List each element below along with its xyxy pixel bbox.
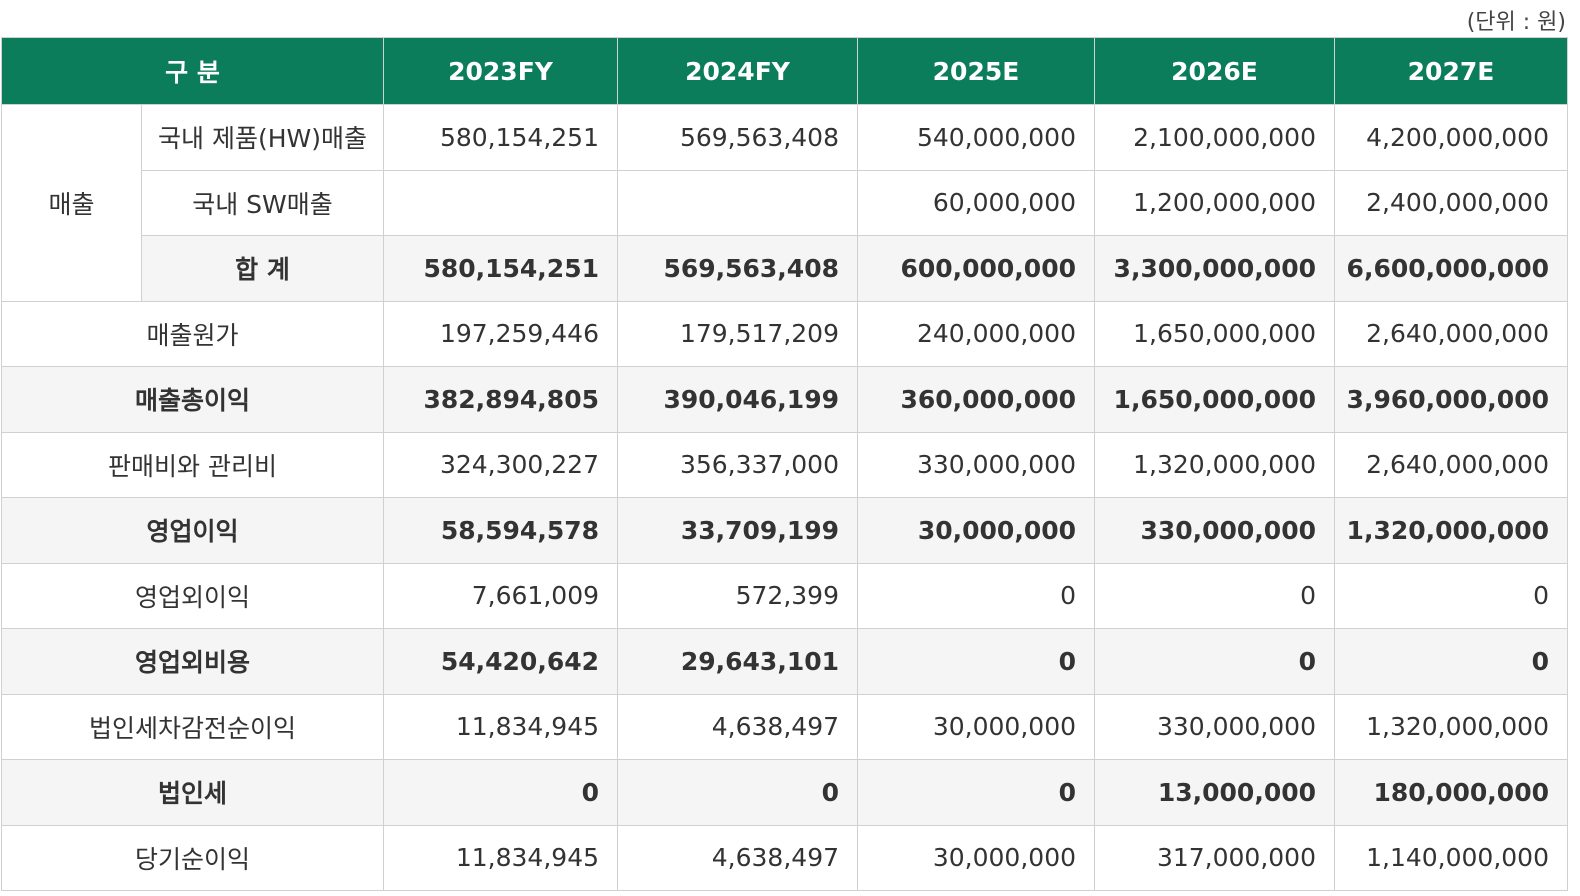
row-label: 법인세 (1, 759, 384, 826)
table-row: 영업이익 58,594,578 33,709,199 30,000,000 330,00… (1, 497, 1568, 564)
value-cell: 13,000,000 (1094, 759, 1335, 826)
value-cell: 0 (857, 562, 1095, 629)
value-cell: 2,400,000,000 (1334, 169, 1568, 236)
value-cell: 33,709,199 (617, 497, 858, 564)
value-cell: 569,563,408 (617, 104, 858, 171)
table-row: 합 계 580,154,251 569,563,408 600,000,000 3,30… (2, 235, 1568, 302)
value-cell: 572,399 (617, 562, 858, 629)
table-row: 매출 국내 제품(HW)매출 580,154,251 569,563,408 540,0… (1, 104, 1568, 302)
table-row: 국내 SW매출 60,000,000 1,200,000,000 2,400,000,… (2, 169, 1568, 236)
value-cell: 360,000,000 (857, 366, 1095, 433)
value-cell: 0 (1094, 562, 1335, 629)
row-label: 판매비와 관리비 (1, 431, 384, 498)
value-cell: 0 (383, 759, 618, 826)
header-cell: 2023FY (383, 37, 618, 105)
value-cell (383, 169, 618, 236)
row-label: 법인세차감전순이익 (1, 693, 384, 760)
value-cell: 4,200,000,000 (1334, 104, 1568, 171)
value-cell: 3,960,000,000 (1334, 366, 1568, 433)
unit-label: (단위 : 원) (1466, 10, 1566, 35)
table-row: 영업외이익 7,661,009 572,399 0 0 0 (1, 562, 1568, 629)
table-row: 판매비와 관리비 324,300,227 356,337,000 330,000,00… (1, 431, 1568, 498)
value-cell: 580,154,251 (383, 104, 618, 171)
value-cell: 30,000,000 (857, 497, 1095, 564)
value-cell: 0 (1334, 628, 1568, 695)
value-cell: 29,643,101 (617, 628, 858, 695)
value-cell: 30,000,000 (857, 693, 1095, 760)
group-label: 매출 (1, 104, 142, 302)
value-cell: 179,517,209 (617, 300, 858, 367)
value-cell: 356,337,000 (617, 431, 858, 498)
value-cell: 1,320,000,000 (1334, 497, 1568, 564)
value-cell: 4,638,497 (617, 693, 858, 760)
value-cell: 4,638,497 (617, 824, 858, 891)
value-cell: 382,894,805 (383, 366, 618, 433)
row-label: 매출원가 (1, 300, 384, 367)
value-cell: 0 (1334, 562, 1568, 629)
value-cell: 54,420,642 (383, 628, 618, 695)
value-cell: 0 (857, 759, 1095, 826)
header-cell: 2027E (1334, 37, 1568, 105)
value-cell: 7,661,009 (383, 562, 618, 629)
value-cell: 60,000,000 (857, 169, 1095, 236)
value-cell: 0 (617, 759, 858, 826)
table-row: 법인세 0 0 0 13,000,000 180,000,000 (1, 759, 1568, 826)
header-row: 구 분 2023FY 2024FY 2025E 2026E 2027E (1, 37, 1568, 105)
value-cell: 3,300,000,000 (1094, 235, 1335, 302)
value-cell: 580,154,251 (383, 235, 618, 302)
value-cell: 1,650,000,000 (1094, 366, 1335, 433)
header-cell: 2026E (1094, 37, 1335, 105)
value-cell: 540,000,000 (857, 104, 1095, 171)
value-cell: 1,320,000,000 (1334, 693, 1568, 760)
row-label: 국내 제품(HW)매출 (141, 104, 384, 171)
value-cell: 1,320,000,000 (1094, 431, 1335, 498)
table-row: 매출원가 197,259,446 179,517,209 240,000,000 1,6… (1, 300, 1568, 367)
value-cell: 2,640,000,000 (1334, 300, 1568, 367)
value-cell: 11,834,945 (383, 693, 618, 760)
value-cell: 330,000,000 (857, 431, 1095, 498)
value-cell: 317,000,000 (1094, 824, 1335, 891)
value-cell: 330,000,000 (1094, 497, 1335, 564)
row-label: 합 계 (141, 235, 384, 302)
header-cell: 구 분 (1, 37, 384, 105)
value-cell (617, 169, 858, 236)
value-cell: 6,600,000,000 (1334, 235, 1568, 302)
row-label: 영업이익 (1, 497, 384, 564)
value-cell: 30,000,000 (857, 824, 1095, 891)
value-cell: 2,100,000,000 (1094, 104, 1335, 171)
row-label: 국내 SW매출 (141, 169, 384, 236)
header-cell: 2024FY (617, 37, 858, 105)
header-cell: 2025E (857, 37, 1095, 105)
value-cell: 2,640,000,000 (1334, 431, 1568, 498)
value-cell: 0 (1094, 628, 1335, 695)
value-cell: 11,834,945 (383, 824, 618, 891)
table-row: 당기순이익 11,834,945 4,638,497 30,000,000 317,00… (1, 824, 1568, 891)
value-cell: 324,300,227 (383, 431, 618, 498)
row-label: 당기순이익 (1, 824, 384, 891)
value-cell: 569,563,408 (617, 235, 858, 302)
value-cell: 1,650,000,000 (1094, 300, 1335, 367)
table-row: 법인세차감전순이익 11,834,945 4,638,497 30,000,000 33… (1, 693, 1568, 760)
value-cell: 58,594,578 (383, 497, 618, 564)
row-label: 영업외이익 (1, 562, 384, 629)
value-cell: 1,200,000,000 (1094, 169, 1335, 236)
table-row: 영업외비용 54,420,642 29,643,101 0 0 0 (1, 628, 1568, 695)
value-cell: 240,000,000 (857, 300, 1095, 367)
value-cell: 0 (857, 628, 1095, 695)
row-label: 영업외비용 (1, 628, 384, 695)
value-cell: 1,140,000,000 (1334, 824, 1568, 891)
financial-table: 구 분 2023FY 2024FY 2025E 2026E 2027E 매출 국내 제품(H… (1, 37, 1568, 891)
row-label: 매출총이익 (1, 366, 384, 433)
value-cell: 180,000,000 (1334, 759, 1568, 826)
value-cell: 330,000,000 (1094, 693, 1335, 760)
value-cell: 197,259,446 (383, 300, 618, 367)
value-cell: 600,000,000 (857, 235, 1095, 302)
table-row: 매출총이익 382,894,805 390,046,199 360,000,000 1,… (1, 366, 1568, 433)
value-cell: 390,046,199 (617, 366, 858, 433)
